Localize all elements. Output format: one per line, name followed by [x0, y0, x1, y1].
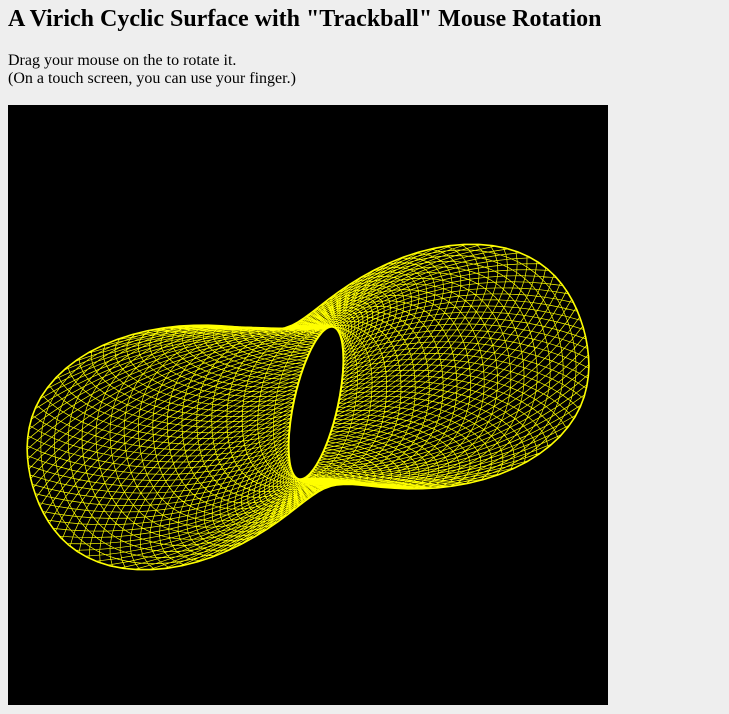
instruction-drag: Drag your mouse on the to rotate it. — [8, 52, 237, 69]
trackball-canvas[interactable] — [8, 105, 608, 705]
surface-wireframe[interactable] — [8, 105, 608, 705]
page-title: A Virich Cyclic Surface with "Trackball"… — [8, 6, 602, 32]
surface-hole — [287, 325, 345, 481]
surface-outline — [26, 243, 590, 571]
instructions: Drag your mouse on the to rotate it. (On… — [8, 52, 296, 88]
wireframe-mesh — [26, 243, 590, 571]
instruction-touch: (On a touch screen, you can use your fin… — [8, 70, 296, 87]
